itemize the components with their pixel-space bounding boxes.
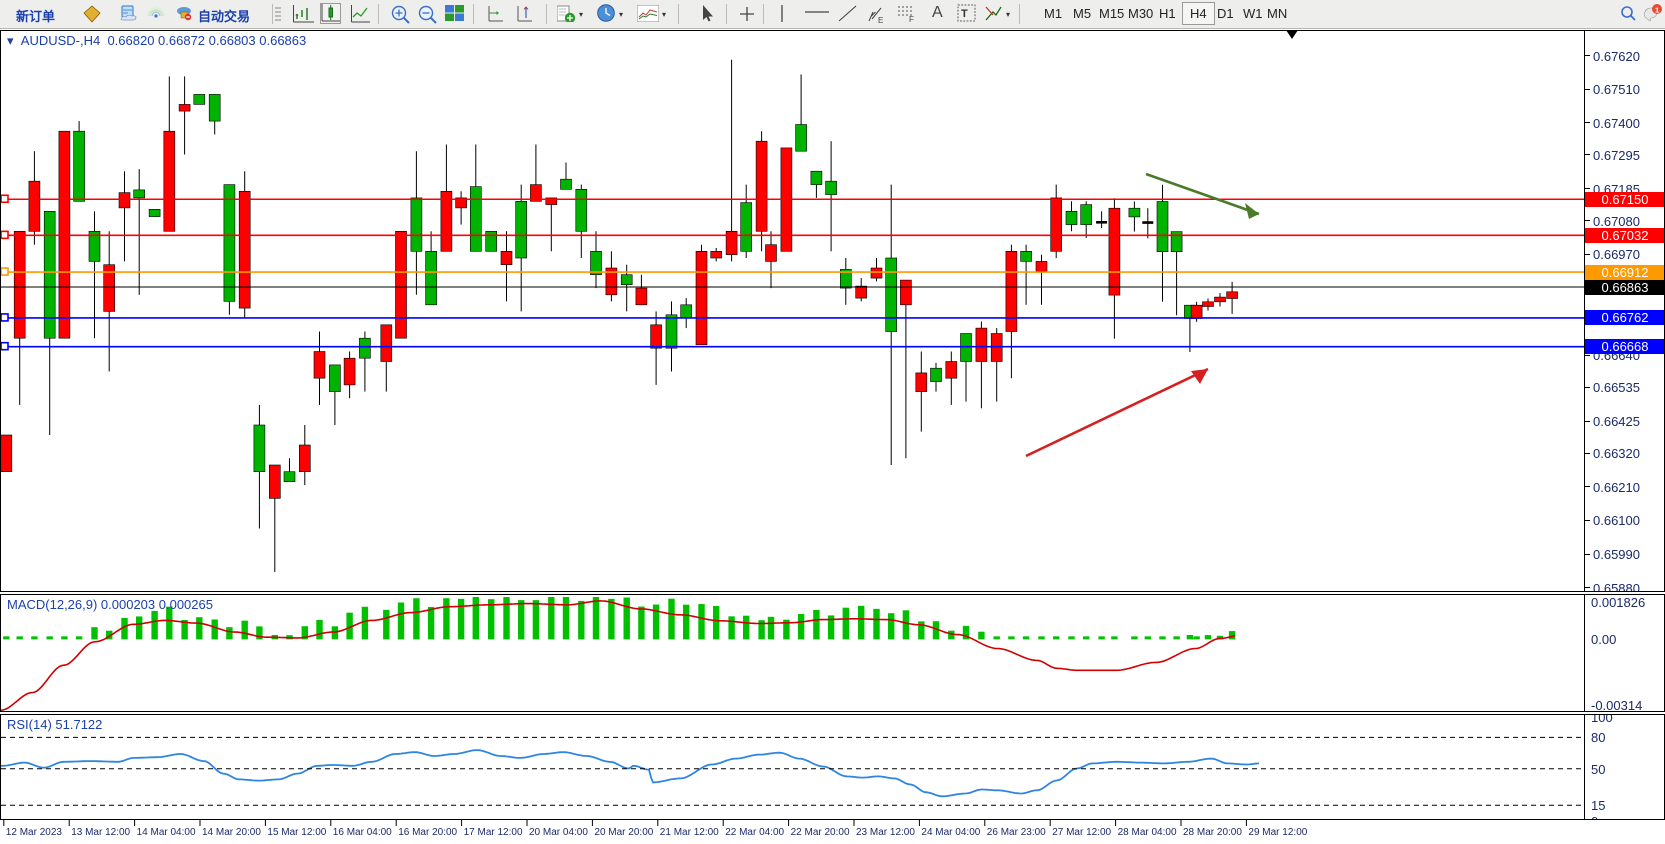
svg-text:E: E	[878, 16, 883, 23]
svg-text:T: T	[961, 8, 968, 20]
svg-text:1: 1	[1655, 6, 1659, 15]
svg-text:F: F	[909, 15, 914, 22]
